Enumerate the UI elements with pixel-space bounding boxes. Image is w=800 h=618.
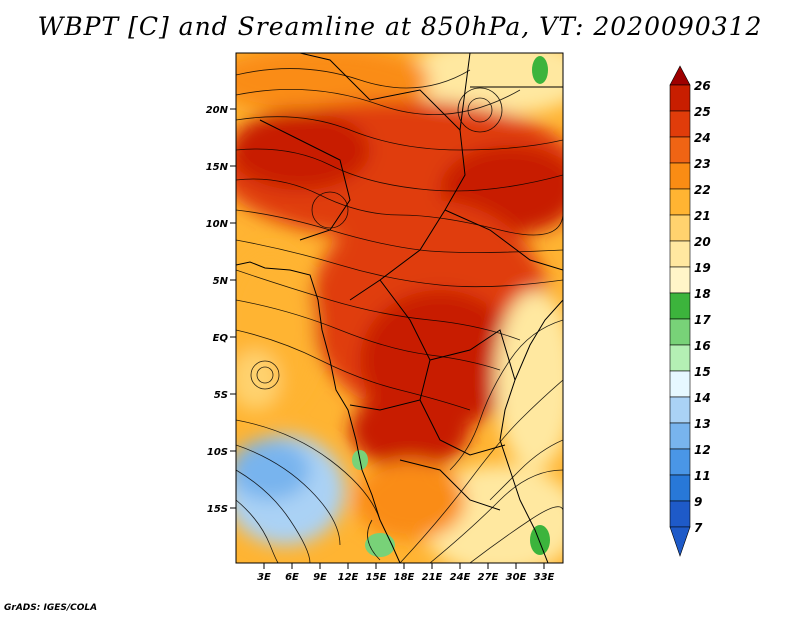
map-title: WBPT [C] and Sreamline at 850hPa, VT: 20… [37,12,763,41]
colorbar-label-24: 24 [694,131,711,145]
colorbar-label-26: 26 [694,79,711,93]
border-b [349,129,466,301]
field-green-patch-2 [530,525,550,555]
border-e [429,329,516,381]
colorbar-swatch-25 [669,84,691,112]
colorbar-swatch-7 [669,500,691,528]
lon-label-18e: 18E [394,572,415,583]
colorbar-swatch-20 [669,214,691,242]
lon-label-21e: 21E [422,572,443,583]
colorbar-label-14: 14 [694,391,711,405]
lat-label-10s: 10S [207,447,228,458]
colorbar-swatch-17 [669,292,691,320]
colorbar-swatch-22 [669,162,691,190]
colorbar-label-25: 25 [694,105,711,119]
colorbar-swatch-23 [669,136,691,164]
field-pale-ocean [236,350,280,410]
field-green-patch-3 [532,56,548,84]
lon-label-33e: 33E [534,572,555,583]
lat-label-5n: 5N [213,276,229,287]
colorbar-bottom-arrow [669,526,691,557]
coastline-east [499,299,563,563]
border-c [444,209,563,271]
latitude-axis: 20N 15N 10N 5N EQ 5S 10S 15S [206,105,236,515]
colorbar-label-20: 20 [694,235,711,249]
field-pale-north [410,53,563,115]
lon-label-24e: 24E [450,572,471,583]
field-light-blue-southwest [236,440,310,500]
colorbar-top-arrow [669,65,691,86]
colorbar-label-12: 12 [694,443,711,457]
colorbar-swatch-13 [669,396,691,424]
lon-label-3e: 3E [257,572,271,583]
border-f [419,399,506,456]
colorbar-swatch-15 [669,344,691,372]
coastline-west [236,261,401,563]
border-a [299,53,471,132]
lat-label-20n: 20N [206,105,229,116]
field-orange-south [355,460,465,540]
lon-label-9e: 9E [313,572,327,583]
colorbar-label-13: 13 [694,417,711,431]
lon-label-30e: 30E [506,572,527,583]
border-g [399,459,501,511]
colorbar-swatch-19 [669,240,691,268]
lon-label-12e: 12E [338,572,359,583]
colorbar [669,65,691,557]
colorbar-swatch-16 [669,318,691,346]
lat-label-15n: 15N [206,162,229,173]
colorbar-swatch-21 [669,188,691,216]
colorbar-label-9: 9 [694,495,702,509]
longitude-axis: 3E 6E 9E 12E 15E 18E 21E 24E 27E 30E 33E [257,563,555,583]
lat-label-10n: 10N [206,219,229,230]
colorbar-swatch-24 [669,110,691,138]
colorbar-label-19: 19 [694,261,711,275]
colorbar-swatch-11 [669,448,691,476]
colorbar-label-15: 15 [694,365,711,379]
colorbar-label-11: 11 [694,469,711,483]
colorbar-labels: 26 25 24 23 22 21 20 19 18 17 16 15 14 1… [694,79,711,535]
field-hot-core-north [236,110,370,190]
map-frame [235,52,564,564]
colorbar-label-22: 22 [694,183,711,197]
field-pale-east [495,290,563,470]
colorbar-swatch-9 [669,474,691,502]
border-h [259,119,351,241]
colorbar-label-18: 18 [694,287,711,301]
lon-label-15e: 15E [366,572,387,583]
streamlines [236,68,563,563]
colorbar-label-16: 16 [694,339,711,353]
political-boundaries [236,53,563,563]
lat-label-eq: EQ [213,333,229,344]
lat-label-5s: 5S [214,390,228,401]
wbpt-shaded-field [236,53,563,563]
colorbar-swatch-12 [669,422,691,450]
colorbar-label-23: 23 [694,157,711,171]
colorbar-label-7: 7 [694,521,703,535]
lon-label-6e: 6E [285,572,299,583]
border-d [349,279,431,411]
colorbar-swatch-14 [669,370,691,398]
lat-label-15s: 15S [207,504,228,515]
colorbar-label-21: 21 [694,209,711,223]
grads-credit: GrADS: IGES/COLA [4,603,98,613]
lon-label-27e: 27E [478,572,499,583]
colorbar-swatch-18 [669,266,691,294]
colorbar-label-17: 17 [694,313,711,327]
